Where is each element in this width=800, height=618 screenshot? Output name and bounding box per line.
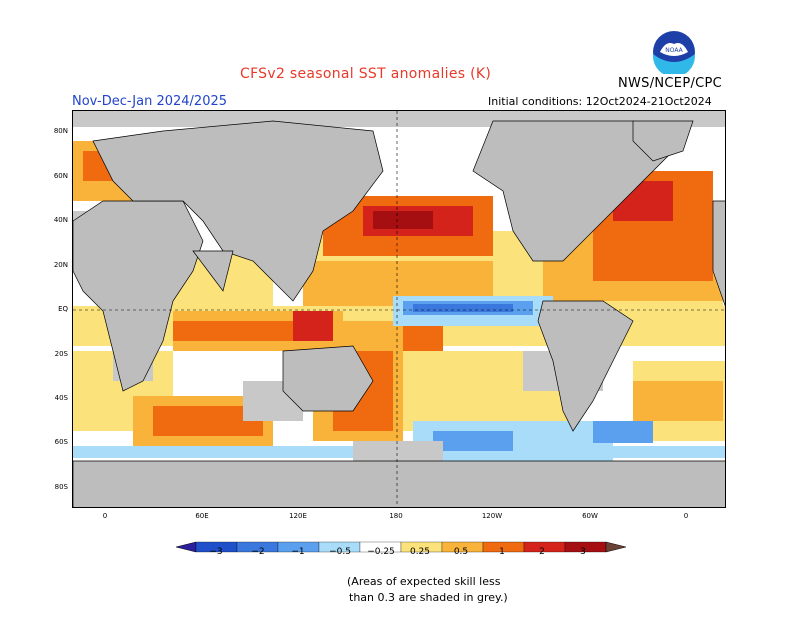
- map-canvas: [73, 111, 725, 507]
- noaa-logo-icon: NOAA: [653, 31, 695, 74]
- africa: [73, 200, 204, 392]
- extreme-warm-anomalies: [373, 211, 433, 229]
- logo-text: NOAA: [665, 47, 683, 54]
- lat-label: 20S: [54, 350, 68, 358]
- antarctica: [73, 460, 725, 507]
- initial-conditions-label: Initial conditions: 12Oct2024-21Oct2024: [488, 95, 712, 108]
- map-title: CFSv2 seasonal SST anomalies (K): [240, 66, 492, 82]
- lon-label: 60W: [582, 512, 598, 520]
- india: [192, 250, 234, 292]
- colorbar: [176, 541, 626, 553]
- lon-label: 120E: [289, 512, 307, 520]
- colorbar-tick: −0.25: [367, 547, 395, 557]
- eurasia: [92, 120, 384, 302]
- greenland: [632, 120, 694, 162]
- lon-label: 0: [683, 512, 689, 520]
- colorbar-tick: −0.5: [329, 547, 351, 557]
- lat-label: 40S: [54, 394, 68, 402]
- colorbar-tick: 2: [539, 547, 545, 557]
- lat-label: 60S: [54, 438, 68, 446]
- lat-label: 80S: [54, 483, 68, 491]
- colorbar-tick: −3: [209, 547, 223, 557]
- skill-note-line2: than 0.3 are shaded in grey.): [349, 591, 508, 604]
- land-masses: [73, 120, 725, 507]
- colorbar-max-arrow: [605, 541, 626, 553]
- org-label: NWS/NCEP/CPC: [618, 76, 723, 91]
- australia: [282, 345, 374, 412]
- colorbar-tick: 3: [580, 547, 586, 557]
- south-america: [537, 300, 634, 432]
- sst-anomaly-map: [72, 110, 726, 508]
- colorbar-tick: −2: [251, 547, 265, 557]
- skill-note-line1: (Areas of expected skill less: [347, 575, 501, 588]
- africa-east-edge: [712, 200, 725, 307]
- season-label: Nov-Dec-Jan 2024/2025: [72, 94, 228, 109]
- colorbar-tick: 0.25: [409, 547, 431, 557]
- lat-label: 80N: [53, 127, 68, 135]
- lat-label: 60N: [53, 172, 68, 180]
- colorbar-tick: 1: [499, 547, 505, 557]
- lon-label: 0: [102, 512, 108, 520]
- lat-label: 40N: [53, 216, 68, 224]
- lat-label: EQ: [58, 305, 68, 313]
- colorbar-tick: 0.5: [453, 547, 469, 557]
- lon-label: 180: [389, 512, 403, 520]
- colorbar-min-arrow: [176, 541, 197, 553]
- lat-label: 20N: [53, 261, 68, 269]
- lon-label: 120W: [481, 512, 503, 520]
- colorbar-tick: −1: [291, 547, 305, 557]
- lon-label: 60E: [195, 512, 209, 520]
- strong-cool-anomalies: [413, 304, 513, 312]
